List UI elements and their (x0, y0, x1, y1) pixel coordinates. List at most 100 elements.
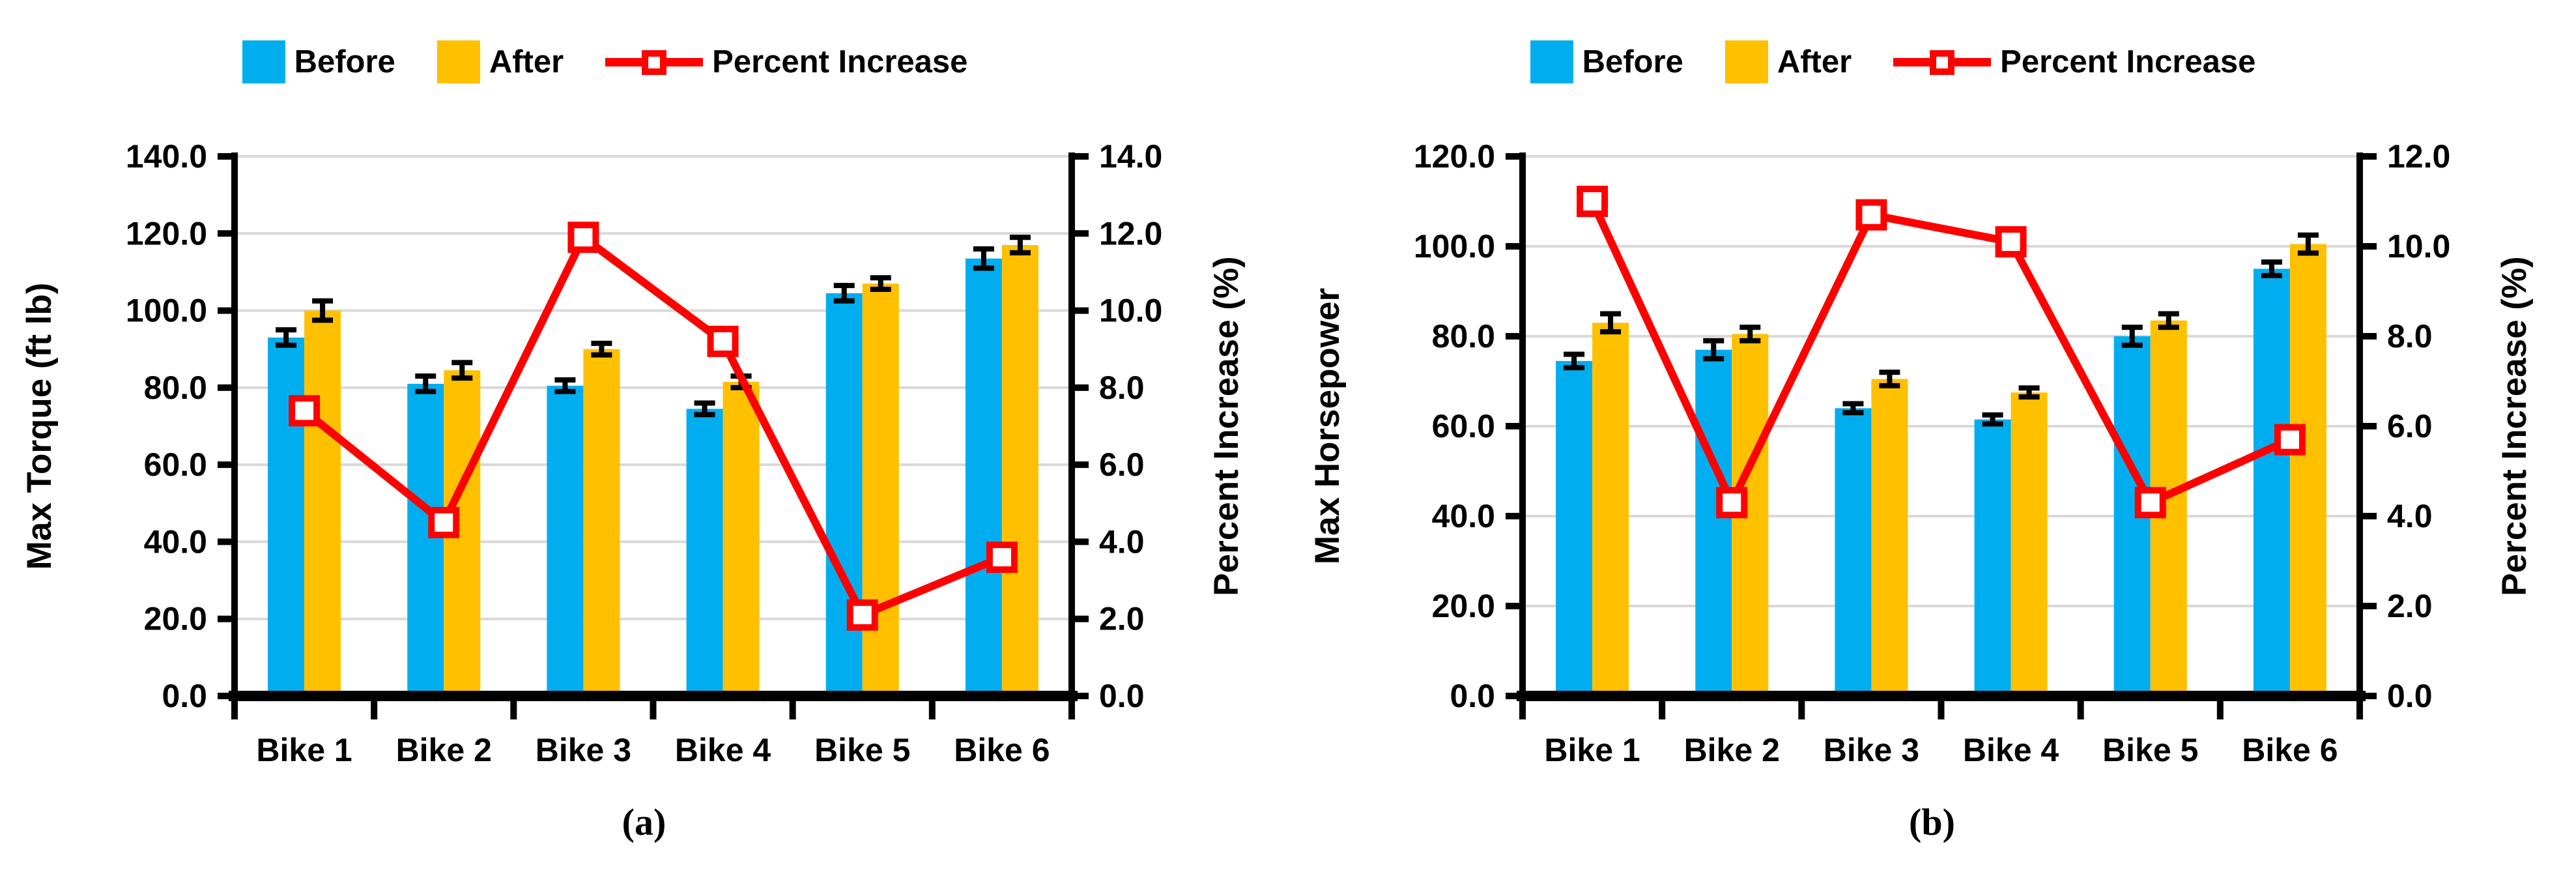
left-tick-label: 0.0 (162, 678, 207, 714)
left-tick-label: 80.0 (144, 369, 207, 406)
category-label-bike-6: Bike 6 (2242, 732, 2338, 768)
legend-a: Before After Percent Increase (242, 38, 967, 86)
percent-marker-bike-2 (1716, 487, 1748, 519)
left-tick-label: 100.0 (126, 293, 207, 329)
caption-a-text: (a) (622, 801, 666, 843)
legend-line-marker-icon (605, 40, 704, 83)
legend-label-before: Before (294, 44, 395, 80)
percent-marker-bike-3 (1855, 199, 1887, 231)
right-tick-label: 4.0 (2387, 498, 2433, 534)
legend-item-percent-increase: Percent Increase (1893, 40, 2255, 83)
bar-before-bike-5 (825, 293, 863, 696)
bar-before-bike-3 (1835, 408, 1872, 696)
legend-swatch-before (1530, 40, 1573, 83)
category-label-bike-5: Bike 5 (2102, 732, 2198, 768)
legend-item-after: After (1724, 40, 1852, 83)
bar-after-bike-4 (2011, 392, 2048, 696)
legend-label-percent-increase: Percent Increase (2000, 44, 2256, 80)
bar-after-bike-3 (583, 349, 620, 696)
category-label-bike-4: Bike 4 (1963, 732, 2059, 768)
right-tick-label: 0.0 (1099, 678, 1145, 714)
bar-after-bike-6 (2289, 244, 2326, 696)
bar-after-bike-6 (1001, 245, 1038, 696)
category-label-bike-1: Bike 1 (256, 732, 352, 768)
left-tick-label: 40.0 (144, 523, 207, 560)
percent-marker-bike-5 (846, 599, 878, 631)
left-tick-label: 120.0 (1414, 138, 1495, 175)
left-tick-label: 120.0 (126, 215, 207, 252)
left-tick-label: 60.0 (1432, 408, 1495, 444)
legend-square-marker-icon (642, 50, 667, 75)
right-axis-title: Percent Increase (%) (1207, 256, 1246, 596)
chart-b-plot-area: 0.0 20.0 40.0 60.0 80.0 100.0 120.0 0.0 2.0 4.0 6.… (1288, 86, 2576, 790)
percent-marker-bike-4 (1995, 226, 2027, 258)
category-label-bike-5: Bike 5 (814, 732, 910, 768)
category-label-bike-2: Bike 2 (396, 732, 492, 768)
chart-svg-a: 0.0 20.0 40.0 60.0 80.0 100.0 120.0 140.0 0.0 2.0… (20, 138, 1246, 768)
legend-square-marker-icon (1930, 50, 1955, 75)
bar-after-bike-4 (723, 381, 760, 696)
legend-item-before: Before (242, 40, 395, 83)
chart-panel-a: Before After Percent Increase 0.0 20.0 40.… (0, 38, 1288, 844)
legend-label-after: After (489, 44, 564, 80)
right-tick-label: 4.0 (1099, 523, 1145, 560)
left-axis-title: Max Torque (ft lb) (20, 283, 59, 570)
right-tick-label: 8.0 (2387, 318, 2433, 355)
right-tick-label: 12.0 (1099, 215, 1162, 252)
bar-after-bike-1 (304, 310, 341, 697)
right-tick-label: 2.0 (2387, 588, 2433, 624)
bar-before-bike-6 (965, 258, 1002, 696)
bar-after-bike-1 (1592, 323, 1629, 696)
legend-label-percent-increase: Percent Increase (712, 44, 968, 80)
percent-marker-bike-4 (707, 325, 739, 357)
bar-before-bike-4 (1974, 419, 2011, 696)
category-label-bike-1: Bike 1 (1544, 732, 1640, 768)
caption-a: (a) (622, 800, 666, 844)
bar-before-bike-2 (407, 383, 444, 696)
bar-after-bike-3 (1871, 379, 1908, 696)
bar-before-bike-3 (547, 385, 584, 696)
left-tick-label: 80.0 (1432, 318, 1495, 355)
bar-after-bike-5 (862, 283, 899, 697)
left-axis-title: Max Horsepower (1308, 288, 1347, 564)
legend-item-before: Before (1530, 40, 1683, 83)
category-label-bike-2: Bike 2 (1684, 732, 1780, 768)
category-label-bike-3: Bike 3 (1824, 732, 1919, 768)
right-tick-label: 10.0 (1099, 293, 1162, 329)
caption-b: (b) (1909, 800, 1955, 844)
legend-label-after: After (1777, 44, 1852, 80)
chart-svg-b: 0.0 20.0 40.0 60.0 80.0 100.0 120.0 0.0 2.0 4.0 6.… (1308, 138, 2534, 768)
percent-marker-bike-2 (428, 506, 460, 538)
chart-panel-b: Before After Percent Increase 0.0 20.0 40.… (1288, 0, 2576, 883)
left-tick-label: 40.0 (1432, 498, 1495, 534)
percent-marker-bike-1 (289, 395, 321, 427)
caption-b-text: (b) (1909, 801, 1955, 843)
left-tick-label: 20.0 (1432, 588, 1495, 624)
right-axis-title: Percent Increase (%) (2495, 256, 2534, 596)
legend-swatch-after (436, 40, 480, 83)
legend-item-percent-increase: Percent Increase (605, 40, 967, 83)
percent-marker-bike-3 (567, 222, 599, 253)
bar-before-bike-6 (2253, 268, 2290, 696)
left-tick-label: 20.0 (144, 601, 207, 637)
left-tick-label: 100.0 (1414, 228, 1495, 265)
legend-line-marker-icon (1893, 40, 1992, 83)
legend-swatch-before (242, 40, 285, 83)
right-tick-label: 14.0 (1099, 138, 1162, 175)
percent-increase-line (302, 231, 1004, 620)
category-label-bike-3: Bike 3 (536, 732, 631, 768)
right-tick-label: 2.0 (1099, 601, 1145, 637)
percent-marker-bike-5 (2134, 487, 2166, 519)
bar-before-bike-4 (686, 409, 723, 696)
legend-b: Before After Percent Increase (1530, 38, 2255, 86)
legend-label-before: Before (1582, 44, 1683, 80)
percent-marker-bike-1 (1577, 186, 1609, 217)
bar-before-bike-1 (1556, 360, 1593, 696)
category-label-bike-4: Bike 4 (675, 732, 771, 768)
right-tick-label: 10.0 (2387, 228, 2450, 265)
right-tick-label: 6.0 (1099, 446, 1145, 483)
chart-a-plot-area: 0.0 20.0 40.0 60.0 80.0 100.0 120.0 140.0 0.0 2.0… (0, 86, 1288, 790)
right-tick-label: 8.0 (1099, 369, 1145, 406)
left-tick-label: 0.0 (1450, 678, 1495, 714)
